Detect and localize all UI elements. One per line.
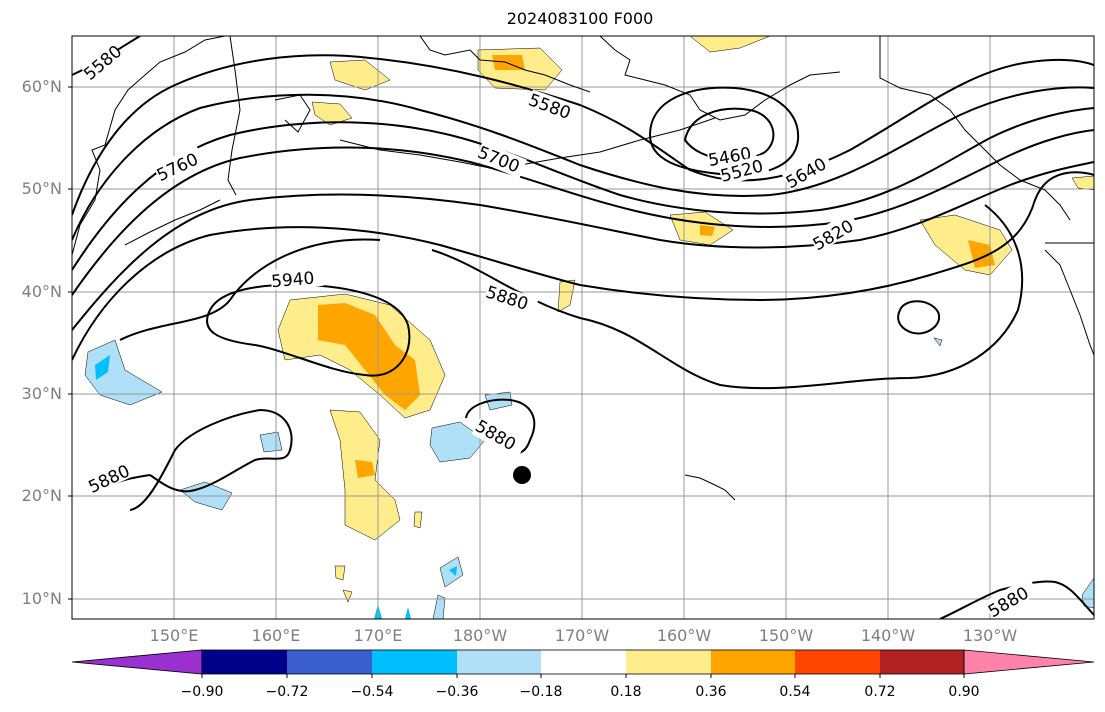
contour-5880-south <box>119 238 381 341</box>
coast-chukotka <box>274 94 311 133</box>
colorbar-extend-max <box>963 649 1095 675</box>
colorbar-tick-label: 0.36 <box>695 684 727 700</box>
positive-anomaly-shading <box>277 36 1094 603</box>
anomaly-region <box>689 36 771 53</box>
anomaly-region <box>933 337 943 347</box>
anomaly-region <box>405 607 411 619</box>
contour-5700 <box>72 107 1094 271</box>
lon-label: 130°W <box>962 626 1018 645</box>
anomaly-region <box>429 421 486 463</box>
contour-5460 <box>648 86 800 176</box>
contour-label: 5880 <box>483 282 530 314</box>
anomaly-region <box>432 594 446 619</box>
lon-label: 150°E <box>149 626 199 645</box>
figure-title: 2024083100 F000 <box>506 9 654 28</box>
anomaly-region <box>318 303 420 410</box>
colorbar-extend-min <box>71 649 203 675</box>
coast-asia <box>72 36 226 256</box>
lat-label: 50°N <box>21 179 62 198</box>
contour-labels: 5580 5580 5760 5700 5460 5520 5640 5820 … <box>78 39 1039 619</box>
anomaly-region <box>95 355 110 380</box>
lat-label: 40°N <box>21 282 62 301</box>
anomaly-region <box>334 565 346 581</box>
colorbar-bin <box>457 650 541 674</box>
lon-label: 150°W <box>758 626 814 645</box>
anomaly-region <box>484 391 513 411</box>
colorbar-tick-label: −0.54 <box>350 684 394 700</box>
contour-5880 <box>72 171 1094 361</box>
anomaly-region <box>329 59 391 91</box>
colorbar-tick-label: 0.90 <box>948 684 980 700</box>
lon-label: 160°W <box>656 626 712 645</box>
contour-5880-west <box>129 408 293 511</box>
colorbar-bin <box>626 650 711 674</box>
contour-5760 <box>72 129 1094 296</box>
colorbar-tick-label: 0.54 <box>779 684 811 700</box>
colorbar-bin <box>372 650 457 674</box>
colorbar-tick-label: −0.18 <box>519 684 563 700</box>
contour-5580-b <box>72 54 1094 216</box>
contour-5640 <box>72 86 1094 241</box>
contour-label: 5880 <box>471 416 518 455</box>
storm-center-marker <box>513 466 531 484</box>
graticule <box>72 36 1094 619</box>
anomaly-region <box>259 431 283 453</box>
lon-label: 170°E <box>353 626 403 645</box>
colorbar-bin <box>880 650 964 674</box>
coast-alaska-west <box>419 36 591 93</box>
anomaly-region <box>84 339 163 406</box>
colorbar-bin <box>287 650 372 674</box>
anomaly-region <box>342 589 353 603</box>
colorbar-tick-label: 0.72 <box>864 684 896 700</box>
coast-canada <box>879 36 1071 221</box>
colorbar-bin <box>711 650 795 674</box>
anomaly-region <box>1071 175 1094 191</box>
map-frame <box>71 35 1095 620</box>
colorbar-tick-label: −0.90 <box>180 684 224 700</box>
height-contours <box>72 36 1094 619</box>
coast-hawaii <box>684 474 736 501</box>
anomaly-region <box>413 511 423 529</box>
contour-5820 <box>72 161 1094 331</box>
anomaly-region <box>355 460 375 478</box>
lon-label: 170°W <box>554 626 610 645</box>
lon-label: 160°E <box>251 626 301 645</box>
lat-label: 60°N <box>21 77 62 96</box>
lat-label: 20°N <box>21 486 62 505</box>
lat-label: 30°N <box>21 384 62 403</box>
colorbar-bin <box>795 650 880 674</box>
contour-5880-small-east <box>897 300 941 335</box>
anomaly-region <box>700 225 715 236</box>
contour-label: 5940 <box>270 269 315 293</box>
lon-label: 180°W <box>452 626 508 645</box>
contour-label: 5700 <box>475 143 523 178</box>
anomaly-region <box>449 566 457 576</box>
colorbar-bin <box>541 650 626 674</box>
coast-alaska-south <box>599 36 841 121</box>
anomaly-region <box>919 214 1013 276</box>
lon-label: 140°W <box>860 626 916 645</box>
lat-label: 10°N <box>21 589 62 608</box>
coast-kuril <box>124 199 221 246</box>
colorbar-tick-label: −0.72 <box>265 684 309 700</box>
colorbar-tick-label: 0.18 <box>610 684 642 700</box>
contour-5880-main <box>431 204 1024 390</box>
colorbar-tick-label: −0.36 <box>435 684 479 700</box>
coast-kamchatka <box>227 36 241 196</box>
lat-ticks <box>68 86 72 600</box>
coast-us-west <box>1044 249 1094 356</box>
colorbar <box>71 649 1095 678</box>
negative-anomaly-shading <box>84 337 1094 619</box>
colorbar-bin <box>202 650 287 674</box>
anomaly-region <box>557 279 576 313</box>
